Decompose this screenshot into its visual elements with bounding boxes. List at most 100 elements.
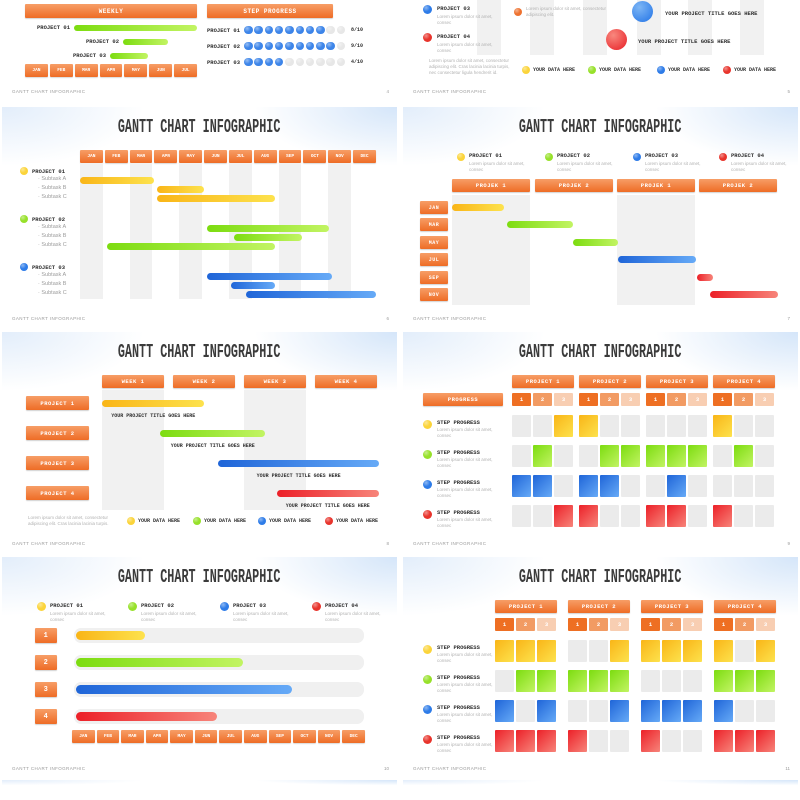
month-cell: JAN	[25, 64, 48, 77]
project-desc: Lorem ipsum dolor sit amet, consec	[50, 611, 106, 623]
matrix-cell	[554, 505, 573, 527]
row-number-box: 2	[35, 655, 57, 670]
project-desc: Lorem ipsum dolor sit amet, consec	[645, 161, 701, 173]
matrix-cell	[495, 700, 514, 722]
progress-dot	[305, 57, 315, 66]
gantt-bar	[572, 239, 619, 246]
slide-thumbnail[interactable]: GANTT CHART INFOGRAPHIC GANTT CHART INFOG…	[2, 557, 397, 775]
project-desc: Lorem ipsum dolor sit amet, consec	[469, 161, 525, 173]
legend-dot	[633, 153, 641, 161]
legend-dot	[423, 5, 432, 14]
matrix-cell	[646, 475, 665, 497]
week-header: WEEK 3	[244, 375, 306, 388]
progress-dot	[295, 41, 304, 50]
project-label: PROJECT 04	[325, 602, 359, 609]
legend-dot	[657, 66, 665, 74]
matrix-cell	[621, 505, 640, 527]
page-number: 7	[787, 316, 790, 321]
month-cell: JAN	[80, 150, 103, 163]
matrix-cell	[516, 730, 535, 752]
slide-thumbnail[interactable]: GANTT CHART INFOGRAPHIC GANTT CHART INFOG…	[2, 332, 397, 550]
month-cell: MAR	[74, 64, 98, 77]
row-desc: Lorem ipsum dolor sit amet, consec	[437, 682, 493, 694]
bar-caption: YOUR PROJECT TITLE GOES HERE	[285, 503, 370, 509]
project-header: PROJECT 3	[641, 600, 703, 613]
month-cell: AUG	[253, 150, 277, 163]
matrix-cell	[683, 730, 702, 752]
slide-thumbnail[interactable]: GANTT CHART INFOGRAPHIC 5 PROJECT 03 Lorem …	[403, 0, 798, 100]
matrix-cell	[756, 670, 775, 692]
project-box: PROJECT 1	[26, 396, 89, 410]
footer-brand: GANTT CHART INFOGRAPHIC	[12, 89, 86, 94]
matrix-cell	[735, 700, 754, 722]
column-stripe	[617, 195, 695, 305]
matrix-cell	[756, 700, 775, 722]
progress-dot	[254, 25, 263, 34]
project-box: PROJECT 3	[26, 456, 89, 470]
slide-thumbnail[interactable]	[403, 780, 798, 800]
progress-dot	[305, 41, 315, 50]
matrix-cell	[688, 445, 707, 467]
step-number-cell: 1	[646, 393, 665, 406]
legend-dot	[423, 480, 432, 489]
matrix-cell	[646, 505, 665, 527]
matrix-cell	[641, 640, 660, 662]
matrix-cell	[589, 730, 608, 752]
matrix-cell	[610, 730, 629, 752]
matrix-cell	[610, 640, 629, 662]
column-stripe	[740, 0, 764, 55]
weekly-header: WEEKLY	[25, 4, 197, 18]
row-desc: Lorem ipsum dolor sit amet, consec	[437, 517, 493, 529]
progress-dot	[285, 57, 294, 66]
matrix-cell	[579, 415, 598, 437]
page-number: 11	[785, 766, 790, 771]
project-label: PROJECT 04	[731, 152, 765, 159]
step-number-cell: 1	[568, 618, 587, 631]
progress-dot	[264, 57, 274, 66]
matrix-cell	[641, 730, 660, 752]
month-cell: JAN	[72, 730, 95, 743]
slide-thumbnail[interactable]: GANTT CHART INFOGRAPHIC GANTT CHART INFOG…	[403, 107, 798, 325]
project-label: PROJECT 03	[207, 59, 241, 66]
legend-dot	[423, 33, 432, 42]
subtask-label: Subtask B	[38, 233, 66, 239]
week-header: WEEK 1	[102, 375, 164, 388]
page-number: 6	[386, 316, 389, 321]
matrix-cell	[756, 640, 775, 662]
page-number: 8	[386, 541, 389, 546]
matrix-cell	[568, 670, 587, 692]
row-desc: Lorem ipsum dolor sit amet, consec	[437, 457, 493, 469]
project-header: PROJECT 1	[495, 600, 557, 613]
slide-thumbnail[interactable]: GANTT CHART INFOGRAPHIC GANTT CHART INFOG…	[403, 557, 798, 775]
slide-thumbnail[interactable]: GANTT CHART INFOGRAPHIC GANTT CHART INFOG…	[403, 332, 798, 550]
project-label: PROJECT 03	[32, 264, 66, 271]
column-header: PROJEK 1	[452, 179, 530, 192]
matrix-cell	[512, 445, 531, 467]
gantt-bar	[156, 195, 276, 202]
slide-thumbnail[interactable]	[2, 780, 397, 800]
slide-thumbnail[interactable]: GANTT CHART INFOGRAPHIC 4 WEEKLY PROJECT 01…	[2, 0, 397, 100]
project-label: PROJECT 01	[36, 24, 70, 31]
matrix-cell	[533, 415, 552, 437]
subtask-label: Subtask B	[38, 281, 66, 287]
slide-title-text: GANTT CHART INFOGRAPHIC	[519, 341, 682, 363]
step-number-cell: 3	[554, 393, 573, 406]
page-number: 5	[787, 89, 790, 94]
slide-thumbnail[interactable]: GANTT CHART INFOGRAPHIC GANTT CHART INFOG…	[2, 107, 397, 325]
subtask-label: Subtask A	[38, 224, 66, 230]
matrix-cell	[516, 700, 535, 722]
slide-paragraph: Lorem ipsum dolor sit amet, consectetur …	[429, 58, 510, 76]
progress-value: 8/10	[351, 27, 364, 33]
progress-dot	[264, 25, 274, 34]
legend-dot	[37, 602, 46, 611]
subtask-label: Subtask B	[38, 185, 66, 191]
matrix-cell	[600, 445, 619, 467]
slide-title-text: GANTT CHART INFOGRAPHIC	[519, 566, 682, 588]
legend-dot	[423, 510, 432, 519]
matrix-cell	[667, 445, 686, 467]
gantt-bar	[207, 225, 329, 232]
matrix-cell	[641, 700, 660, 722]
matrix-cell	[516, 640, 535, 662]
column-stripe	[102, 390, 164, 510]
